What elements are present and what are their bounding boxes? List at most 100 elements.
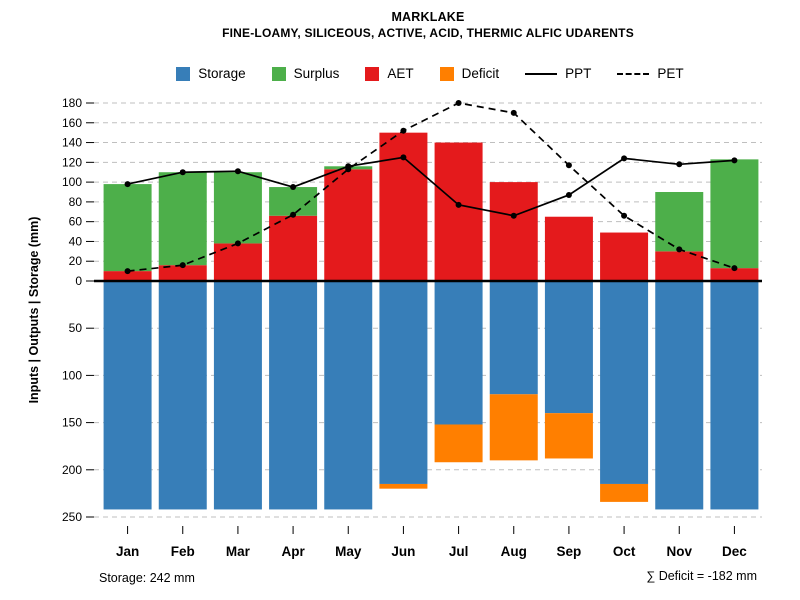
page-title: MARKLAKE: [391, 10, 465, 24]
surplus-bar: [158, 172, 207, 266]
legend: Storage Surplus AET Deficit PPT PET: [0, 66, 800, 81]
ppt-line-point: [621, 155, 628, 162]
y-tick-label: 20: [69, 254, 83, 268]
storage-note: Storage: 242 mm: [99, 571, 195, 585]
storage-bar: [158, 281, 207, 510]
surplus-swatch-icon: [271, 66, 286, 81]
y-tick-label: 80: [69, 195, 83, 209]
y-tick-label: 150: [62, 416, 82, 430]
ppt-line-point: [124, 181, 131, 188]
ppt-line-point: [179, 169, 186, 176]
month-label: May: [335, 544, 362, 559]
y-axis: 0 20 40 60 80 100 120 140 160 180 50 100 150 200 250: [62, 96, 94, 524]
ppt-line-point: [290, 184, 297, 191]
month-label: Mar: [226, 544, 251, 559]
deficit-bar: [379, 483, 428, 489]
legend-label-surplus: Surplus: [293, 66, 340, 81]
ppt-solid-line-icon: [525, 72, 558, 75]
pet-line-point: [510, 109, 517, 116]
storage-swatch-icon: [176, 66, 191, 81]
pet-line-point: [179, 262, 186, 269]
surplus-bar: [655, 192, 704, 252]
aet-bar: [158, 265, 207, 281]
legend-item-surplus: Surplus: [271, 66, 340, 81]
legend-item-storage: Storage: [176, 66, 246, 81]
ppt-line: [124, 154, 738, 219]
y-tick-label: 60: [69, 215, 83, 229]
y-tick-label: 140: [62, 136, 82, 150]
surplus-bar: [103, 184, 152, 272]
month-label: Aug: [501, 544, 527, 559]
x-axis: Jan Feb Mar Apr May Jun Jul Aug Sep Oct Nov Dec: [116, 526, 747, 559]
surplus-bar: [710, 159, 759, 269]
page-subtitle: FINE-LOAMY, SILICEOUS, ACTIVE, ACID, THE…: [222, 26, 634, 40]
legend-label-deficit: Deficit: [461, 66, 500, 81]
legend-item-aet: AET: [365, 66, 414, 81]
legend-item-deficit: Deficit: [439, 66, 500, 81]
pet-line-point: [234, 240, 241, 247]
pet-line-point: [290, 211, 297, 218]
ppt-line-point: [455, 201, 462, 208]
ppt-line-point: [400, 154, 407, 161]
aet-bar: [655, 251, 704, 281]
ppt-line-point: [676, 161, 683, 168]
y-tick-label: 50: [69, 321, 83, 335]
pet-line-point: [400, 127, 407, 134]
pet-line-point: [455, 100, 462, 106]
aet-bar: [213, 243, 262, 281]
legend-label-aet: AET: [387, 66, 414, 81]
pet-line-point: [676, 246, 683, 253]
pet-dashed-line-icon: [617, 72, 650, 75]
deficit-bar: [489, 394, 538, 461]
aet-bar: [544, 216, 593, 281]
aet-bar: [710, 268, 759, 281]
deficit-swatch-icon: [439, 66, 454, 81]
legend-item-ppt: PPT: [525, 66, 591, 81]
aet-bar: [324, 169, 373, 281]
storage-bar: [710, 281, 759, 510]
deficit-sum-note: ∑ Deficit = -182 mm: [646, 569, 757, 583]
month-label: Apr: [281, 544, 305, 559]
y-tick-label: 200: [62, 463, 82, 477]
pet-line-point: [731, 265, 738, 272]
y-tick-label: 0: [75, 274, 82, 288]
aet-bar: [269, 215, 318, 281]
storage-bar: [103, 281, 152, 510]
month-label: Feb: [171, 544, 195, 559]
y-tick-label: 160: [62, 116, 82, 130]
storage-bar: [213, 281, 262, 510]
storage-bar: [655, 281, 704, 510]
deficit-bar: [544, 413, 593, 459]
month-label: Nov: [666, 544, 692, 559]
storage-bar: [324, 281, 373, 510]
storage-bar: [434, 281, 483, 425]
month-label: Jul: [449, 544, 469, 559]
aet-bar: [600, 232, 649, 281]
month-label: Jan: [116, 544, 139, 559]
legend-item-pet: PET: [617, 66, 684, 81]
pet-line-point: [124, 268, 131, 275]
y-tick-label: 250: [62, 510, 82, 524]
month-label: Oct: [613, 544, 636, 559]
deficit-bar: [600, 483, 649, 502]
aet-swatch-icon: [365, 66, 380, 81]
storage-bar: [600, 281, 649, 484]
storage-bar: [379, 281, 428, 484]
ppt-line-point: [731, 157, 738, 164]
legend-label-storage: Storage: [198, 66, 246, 81]
bars: [103, 132, 759, 510]
legend-label-pet: PET: [657, 66, 684, 81]
y-tick-label: 40: [69, 234, 83, 248]
pet-line-point: [621, 212, 628, 219]
aet-bar: [103, 271, 152, 281]
storage-bar: [544, 281, 593, 414]
y-tick-label: 120: [62, 155, 82, 169]
legend-label-ppt: PPT: [565, 66, 592, 81]
month-label: Sep: [557, 544, 582, 559]
storage-bar: [269, 281, 318, 510]
deficit-bar: [434, 424, 483, 463]
ppt-line-point: [565, 191, 572, 198]
month-label: Jun: [391, 544, 415, 559]
